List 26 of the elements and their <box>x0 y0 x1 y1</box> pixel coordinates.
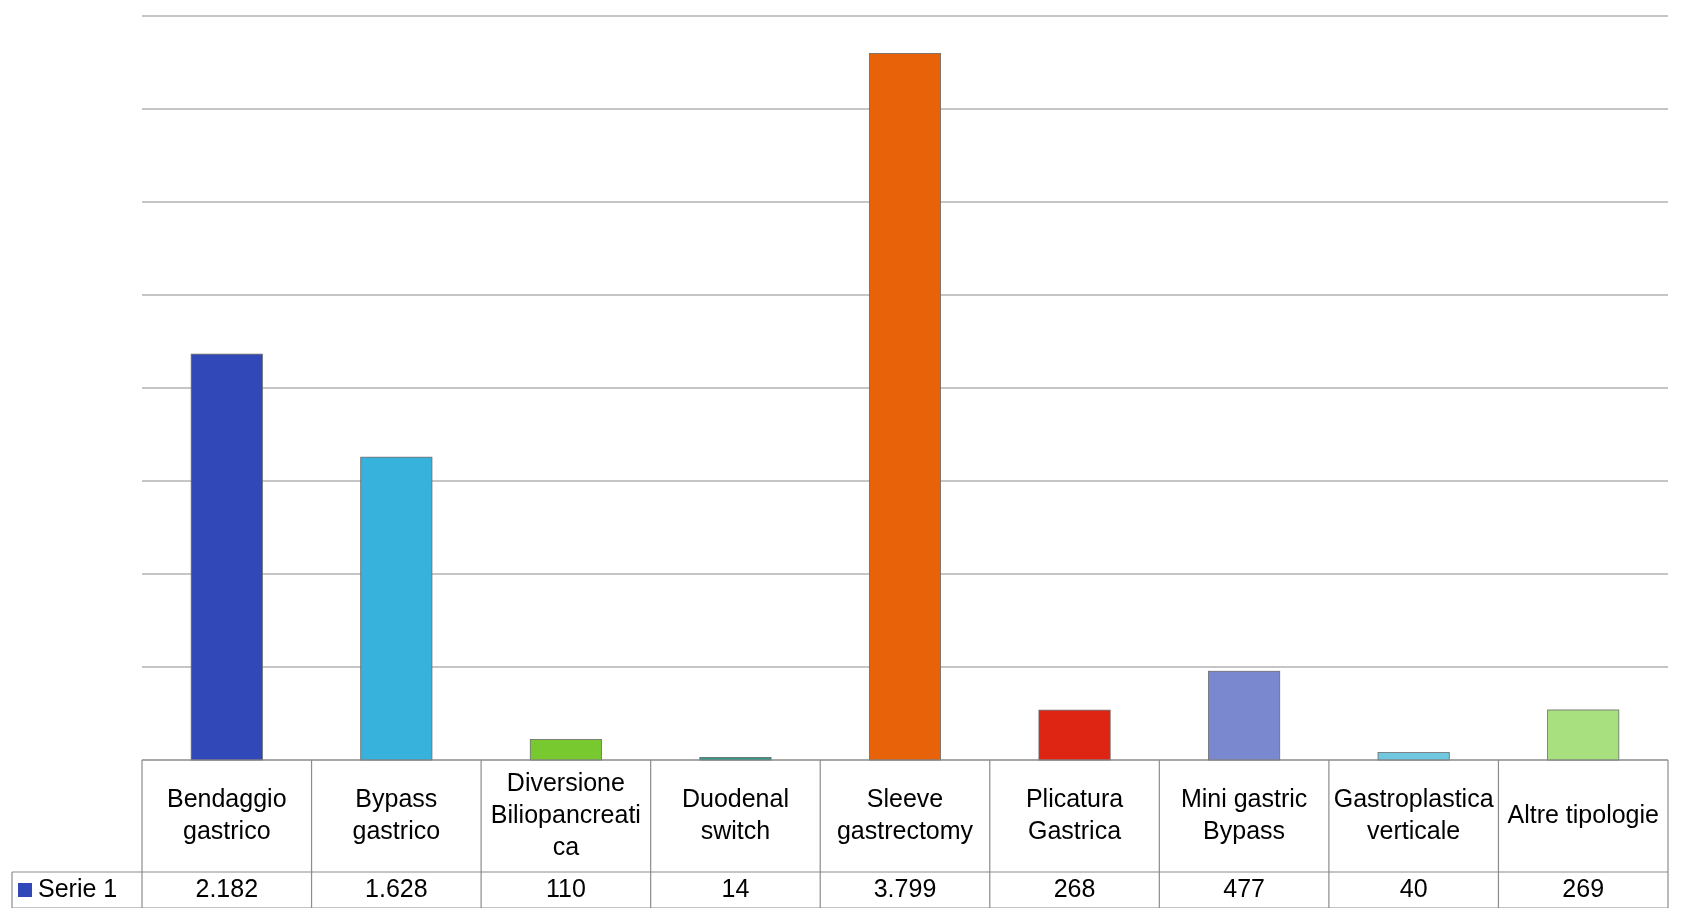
x-tick-label: Bypass gastrico <box>352 783 441 844</box>
bar <box>868 52 942 761</box>
data-label: 269 <box>1562 873 1605 902</box>
data-label: 268 <box>1053 873 1096 902</box>
data-label: 477 <box>1223 873 1265 902</box>
x-tick-label: Plicatura Gastrica <box>1025 783 1124 844</box>
data-label: 110 <box>545 873 586 902</box>
x-tick-label: Diversione Biliopancreatica <box>490 767 641 860</box>
bar <box>1038 709 1111 761</box>
x-tick-label: Mini gastric Bypass <box>1180 783 1308 844</box>
bar <box>360 456 433 761</box>
data-label: 40 <box>1399 873 1428 902</box>
bar <box>1547 709 1620 761</box>
x-tick-label: Duodenal switch <box>681 783 789 844</box>
legend-label: Serie 1 <box>38 873 118 902</box>
bar <box>190 353 263 761</box>
data-label: 3.799 <box>873 873 937 902</box>
x-tick-label: Bendaggio gastrico <box>167 783 287 844</box>
data-label: 14 <box>721 873 750 902</box>
data-label: 1.628 <box>365 873 428 902</box>
x-tick-label: Altre tipologie <box>1507 799 1659 828</box>
bar <box>1208 670 1281 761</box>
x-tick-label: Gastroplastica verticale <box>1333 783 1494 844</box>
bar <box>529 739 602 761</box>
data-label: 2.182 <box>195 873 259 902</box>
x-tick-label: Sleeve gastrectomy <box>836 783 974 844</box>
